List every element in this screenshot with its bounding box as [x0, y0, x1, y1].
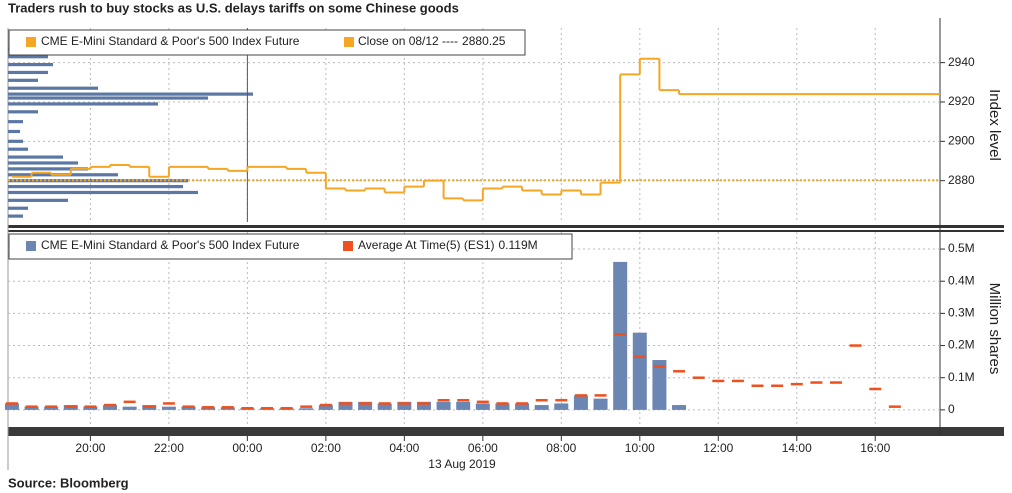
volume-bar: [436, 401, 451, 410]
volume-profile-bar: [8, 110, 38, 114]
legend-swatch: [344, 37, 354, 47]
volume-bar: [632, 332, 647, 410]
y-tick-label: 2940: [948, 55, 975, 69]
volume-profile-bar: [8, 96, 208, 100]
volume-bar: [4, 403, 19, 410]
y-tick-label: 0.2M: [948, 338, 975, 352]
volume-bar: [299, 408, 314, 410]
y-tick-label: 2880: [948, 173, 975, 187]
volume-bar: [318, 405, 333, 410]
y-axis-label: Index level: [986, 89, 1003, 161]
x-tick-label: 22:00: [154, 441, 184, 455]
x-tick-label: 02:00: [311, 441, 341, 455]
legend-label: CME E-Mini Standard & Poor's 500 Index F…: [41, 34, 300, 48]
x-tick-label: 20:00: [75, 441, 105, 455]
volume-profile-bar: [8, 190, 198, 195]
chart-title: Traders rush to buy stocks as U.S. delay…: [8, 0, 459, 15]
volume-profile-bar: [8, 155, 63, 159]
volume-profile-bar: [8, 139, 23, 143]
volume-profile-bar: [8, 147, 28, 151]
legend-label: CME E-Mini Standard & Poor's 500 Index F…: [41, 238, 300, 252]
volume-bar: [201, 407, 216, 410]
y-tick-label: 0: [948, 402, 955, 416]
volume-bar: [122, 406, 137, 410]
volume-bar: [652, 360, 667, 410]
x-tick-label: 06:00: [468, 441, 498, 455]
volume-profile-bar: [8, 214, 23, 218]
y-tick-label: 0.4M: [948, 273, 975, 287]
volume-bar: [161, 406, 176, 410]
volume-profile-bar: [8, 102, 158, 106]
x-tick-label: 14:00: [782, 441, 812, 455]
x-tick-label: 04:00: [389, 441, 419, 455]
volume-bar: [475, 403, 490, 410]
volume-bar: [495, 403, 510, 410]
legend-series-name: Average At Time(5) (ES1): [358, 238, 495, 252]
source: Source: Bloomberg: [8, 475, 129, 490]
legend-box: [8, 233, 573, 260]
y-tick-label: 0.5M: [948, 241, 975, 255]
date-label: 13 Aug 2019: [428, 457, 496, 471]
volume-bar: [397, 401, 412, 410]
legend-swatch: [26, 241, 36, 251]
volume-bar: [573, 395, 588, 410]
volume-profile-bar: [8, 120, 23, 124]
volume-profile-bar: [8, 92, 253, 96]
volume-profile-bar: [8, 62, 53, 67]
volume-profile-bar: [8, 198, 68, 202]
legend-swatch: [343, 241, 353, 251]
volume-profile-bar: [8, 70, 48, 75]
volume-profile-bar: [8, 129, 20, 134]
x-tick-label: 16:00: [860, 441, 890, 455]
legend-reference-value: 2880.25: [462, 34, 506, 48]
volume-bar: [554, 403, 569, 410]
volume-bar: [534, 405, 549, 410]
legend-label: Average At Time(5) (ES1) 0.119M: [358, 238, 538, 252]
volume-bar: [416, 401, 431, 410]
legend-series-value: 0.119M: [499, 238, 538, 252]
volume-bar: [672, 405, 687, 410]
volume-bar: [83, 406, 98, 410]
volume-profile-bar: [8, 184, 183, 189]
volume-bar: [377, 403, 392, 410]
volume-bar: [613, 261, 628, 410]
volume-profile-bar: [8, 206, 28, 210]
legend-swatch: [26, 37, 36, 47]
volume-bar: [456, 401, 471, 410]
volume-profile-bar: [8, 167, 88, 171]
y-tick-label: 2900: [948, 134, 975, 148]
volume-bar: [181, 406, 196, 410]
volume-bar: [103, 405, 118, 410]
volume-profile-bar: [8, 55, 48, 59]
volume-profile-bar: [8, 86, 98, 90]
volume-bar: [338, 401, 353, 410]
y-tick-label: 2920: [948, 94, 975, 108]
volume-bar: [24, 406, 39, 410]
legend-label: Close on 08/12 ---- 2880.25: [358, 34, 506, 48]
volume-bar: [515, 403, 530, 410]
legend-box: [8, 29, 526, 56]
y-tick-label: 0.1M: [948, 370, 975, 384]
volume-profile-bar: [8, 161, 78, 165]
x-tick-label: 12:00: [703, 441, 733, 455]
legend-reference-name: Close on 08/12 ----: [358, 34, 458, 48]
volume-bar: [220, 407, 235, 410]
legend: CME E-Mini Standard & Poor's 500 Index F…: [8, 233, 573, 260]
panel-divider: [8, 225, 1004, 228]
volume-bar: [44, 406, 59, 410]
x-tick-label: 00:00: [232, 441, 262, 455]
y-axis-label: Million shares: [986, 283, 1003, 375]
x-tick-label: 10:00: [625, 441, 655, 455]
volume-bar: [358, 401, 373, 410]
legend: CME E-Mini Standard & Poor's 500 Index F…: [8, 29, 526, 56]
scroll-bar: [8, 427, 1004, 436]
volume-profile-bar: [8, 78, 38, 82]
x-tick-label: 08:00: [546, 441, 576, 455]
y-tick-label: 0.3M: [948, 306, 975, 320]
volume-bar: [593, 398, 608, 410]
panel-divider: [8, 230, 1004, 232]
